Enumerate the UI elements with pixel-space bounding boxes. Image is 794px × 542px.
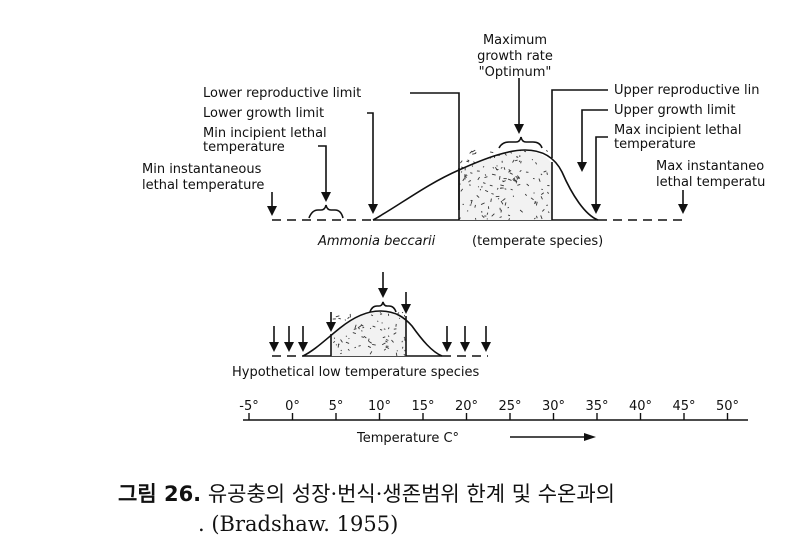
optimum-label-3: "Optimum" [479,65,552,80]
min-instantaneous-label-2: lethal temperature [142,178,264,193]
caption-text: 유공충의 성장·번식·생존범위 한계 및 수온과의 [207,482,615,506]
axis-arrowhead [584,433,596,441]
max-incipient-label-1: Max incipient lethal [614,123,741,138]
leader-upper-reproductive [551,89,608,158]
axis-tick-label: 35° [585,399,608,414]
leader-max-incipient [595,136,608,212]
bottom-optimum-fill [331,311,406,357]
leader-lower-growth [367,112,374,212]
min-incipient-label-2: temperature [203,140,285,155]
species-name: Ammonia beccarii [317,234,436,249]
figure-number: 그림 26. [118,482,202,506]
growth-curve-bottom [302,310,443,357]
leader-min-incipient [318,145,327,200]
axis-tick-label: 20° [455,399,478,414]
max-instantaneous-label-1: Max instantaneo [656,159,764,174]
min-incipient-label-1: Min incipient lethal [203,126,327,141]
axis-tick-label: -5° [239,399,258,414]
top-diagram: Maximum growth rate "Optimum" Lower repr… [142,33,765,249]
bottom-diagram: Hypothetical low temperature species [232,272,491,380]
axis-tick-label: 45° [672,399,695,414]
optimum-bracket [498,136,543,149]
bottom-optimum-bracket [369,301,397,313]
bottom-limit-arrows [269,292,491,352]
axis-label: Temperature C° [356,431,459,446]
axis-tick-label: 25° [498,399,521,414]
temperature-axis: -5° 0° 5° 10° 15° 20° 25° 30° 35° 40° 45° 50° Tempe… [239,399,748,446]
axis-tick-label: 15° [411,399,434,414]
figure-caption: 그림 26. 유공충의 성장·번식·생존범위 한계 및 수온과의 [118,478,794,508]
max-instantaneous-label-2: lethal temperatu [656,175,765,190]
growth-curve-top [372,149,599,221]
lower-reproductive-label: Lower reproductive limit [203,86,361,101]
axis-tick-label: 30° [542,399,565,414]
max-incipient-label-2: temperature [614,137,696,152]
axis-tick-label: 5° [329,399,344,414]
axis-tick-label: 0° [285,399,300,414]
axis-tick-label: 40° [629,399,652,414]
leader-upper-growth [581,109,608,170]
optimum-label-2: growth rate [477,49,553,64]
leader-lower-reproductive [410,92,460,210]
min-incipient-bracket [308,204,344,219]
figure-source: . (Bradshaw. 1955) [198,512,399,536]
upper-growth-label: Upper growth limit [614,103,735,118]
min-instantaneous-label-1: Min instantaneous [142,162,262,177]
lower-growth-label: Lower growth limit [203,106,324,121]
upper-reproductive-label: Upper reproductive lin [614,83,759,98]
axis-tick-label: 10° [368,399,391,414]
optimum-arrowhead [514,124,524,134]
optimum-label-1: Maximum [483,33,547,48]
species-note: (temperate species) [472,234,603,249]
optimum-region-fill [459,149,552,220]
axis-tick-label: 50° [716,399,739,414]
bottom-species-label: Hypothetical low temperature species [232,365,480,380]
